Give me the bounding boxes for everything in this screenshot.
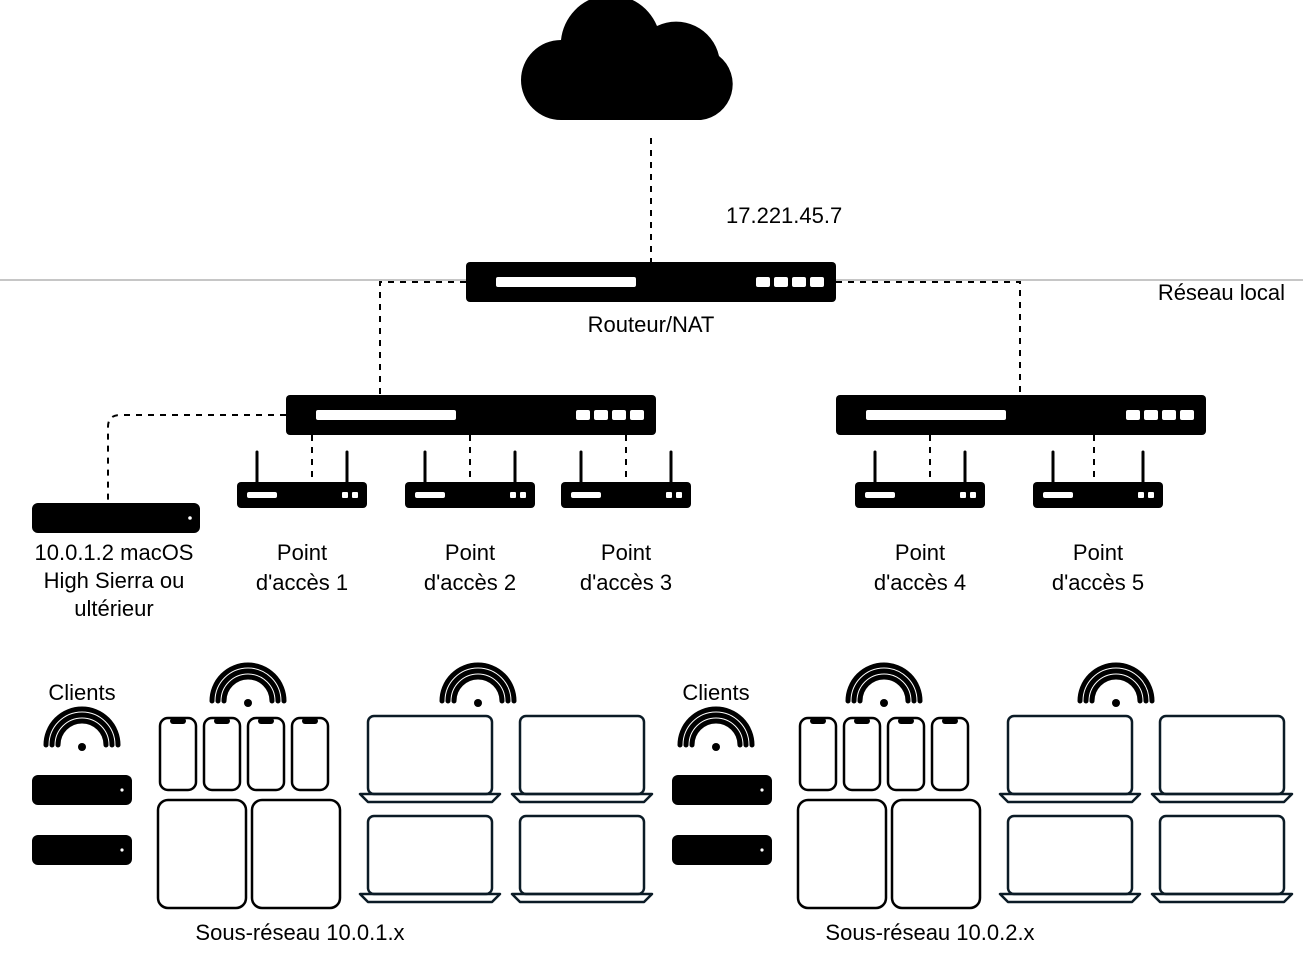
client-phone-icon (204, 718, 240, 790)
server-label-1: 10.0.1.2 macOS (35, 540, 194, 565)
switch-right-icon (836, 395, 1206, 435)
client-laptop-icon (1000, 816, 1140, 902)
client-laptop-icon (360, 716, 500, 802)
router-label: Routeur/NAT (588, 312, 715, 337)
switch-left-icon (286, 395, 656, 435)
ap-5-icon (1033, 452, 1163, 508)
diagram-canvas: Internet 17.221.45.7 Routeur/NAT Réseau loc… (0, 0, 1303, 971)
internet-label: Internet (614, 76, 689, 101)
subnet-2-label: Sous-réseau 10.0.2.x (825, 920, 1034, 945)
clients-label-1: Clients (48, 680, 115, 705)
edge-2 (836, 282, 1020, 395)
server-icon (32, 503, 200, 533)
client-phone-icon (888, 718, 924, 790)
ap-4-label-1: Point (895, 540, 945, 565)
wifi-icon (442, 665, 514, 707)
cloud-icon (521, 0, 733, 120)
client-laptop-icon (360, 816, 500, 902)
ap-4-label-2: d'accès 4 (874, 570, 966, 595)
lan-label: Réseau local (1158, 280, 1285, 305)
client-laptop-icon (1000, 716, 1140, 802)
client-tablet-icon (252, 800, 340, 908)
wifi-icon (46, 709, 118, 751)
ap-4-icon (855, 452, 985, 508)
wifi-icon (1080, 665, 1152, 707)
client-tablet-icon (798, 800, 886, 908)
client-laptop-icon (512, 716, 652, 802)
client-laptop-icon (1152, 816, 1292, 902)
ap-1-icon (237, 452, 367, 508)
ap-1-label-1: Point (277, 540, 327, 565)
ap-3-label-2: d'accès 3 (580, 570, 672, 595)
client-phone-icon (292, 718, 328, 790)
wifi-icon (680, 709, 752, 751)
client-mini-icon (672, 835, 772, 865)
router-icon (466, 262, 836, 302)
client-mini-icon (672, 775, 772, 805)
client-laptop-icon (1152, 716, 1292, 802)
wifi-icon (212, 665, 284, 707)
client-phone-icon (160, 718, 196, 790)
clients-label-2: Clients (682, 680, 749, 705)
client-phone-icon (248, 718, 284, 790)
wifi-icon (848, 665, 920, 707)
ap-5-label-1: Point (1073, 540, 1123, 565)
subnet-1-label: Sous-réseau 10.0.1.x (195, 920, 404, 945)
server-label-2: High Sierra ou (44, 568, 185, 593)
client-phone-icon (800, 718, 836, 790)
client-tablet-icon (158, 800, 246, 908)
client-phone-icon (932, 718, 968, 790)
ap-3-label-1: Point (601, 540, 651, 565)
edge-1 (380, 282, 466, 395)
client-tablet-icon (892, 800, 980, 908)
ap-2-label-2: d'accès 2 (424, 570, 516, 595)
client-mini-icon (32, 835, 132, 865)
client-mini-icon (32, 775, 132, 805)
client-laptop-icon (512, 816, 652, 902)
ap-1-label-2: d'accès 1 (256, 570, 348, 595)
client-phone-icon (844, 718, 880, 790)
ap-5-label-2: d'accès 5 (1052, 570, 1144, 595)
ap-2-label-1: Point (445, 540, 495, 565)
public-ip-label: 17.221.45.7 (726, 203, 842, 228)
server-label-3: ultérieur (74, 596, 153, 621)
